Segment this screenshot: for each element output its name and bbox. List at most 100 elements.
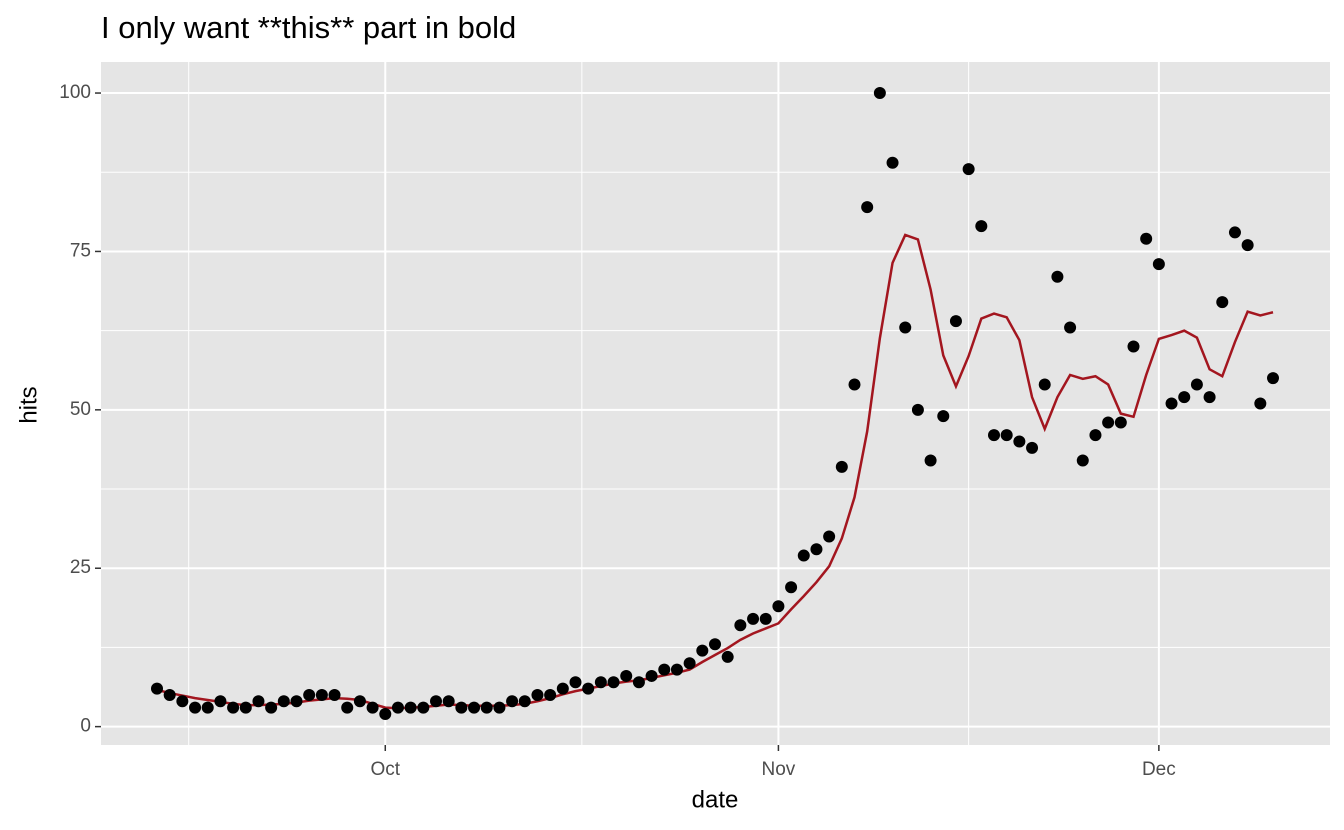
y-tick-label: 75 — [70, 240, 91, 261]
point — [886, 156, 899, 169]
point — [582, 682, 595, 695]
point — [480, 701, 493, 714]
point — [468, 701, 481, 714]
point — [645, 669, 658, 682]
point — [734, 619, 747, 632]
y-tick-label: 100 — [59, 82, 91, 103]
y-tick-label: 0 — [80, 716, 91, 737]
x-axis-title: date — [692, 786, 739, 813]
point — [1038, 378, 1051, 391]
point — [747, 612, 760, 625]
point — [1089, 429, 1102, 442]
point — [607, 676, 620, 689]
point — [696, 644, 709, 657]
point — [658, 663, 671, 676]
point — [1178, 391, 1191, 404]
point — [721, 650, 734, 663]
point — [797, 549, 810, 562]
point — [949, 315, 962, 328]
point — [1254, 397, 1267, 410]
point — [683, 657, 696, 670]
point — [353, 695, 366, 708]
point — [1267, 372, 1279, 385]
chart-title: I only want **this** part in bold — [101, 10, 516, 45]
point — [1064, 321, 1077, 334]
point — [201, 701, 214, 714]
point — [265, 701, 278, 714]
point — [531, 688, 544, 701]
point — [442, 695, 455, 708]
point — [1241, 239, 1254, 252]
point — [506, 695, 519, 708]
point — [391, 701, 404, 714]
point — [709, 638, 721, 651]
point — [988, 429, 1000, 442]
point — [873, 87, 886, 100]
point — [1127, 340, 1140, 353]
point — [772, 600, 785, 613]
point — [518, 695, 531, 708]
panel — [101, 62, 1330, 745]
point — [151, 682, 163, 695]
point — [430, 695, 442, 708]
y-tick-label: 25 — [70, 557, 91, 578]
point — [239, 701, 252, 714]
point — [227, 701, 240, 714]
y-tick-label: 50 — [70, 399, 91, 420]
point — [1076, 454, 1089, 467]
point — [620, 669, 633, 682]
point — [277, 695, 290, 708]
point — [594, 676, 607, 689]
point — [214, 695, 227, 708]
point — [962, 163, 975, 176]
point — [366, 701, 379, 714]
point — [810, 543, 823, 556]
point — [1026, 441, 1039, 454]
point — [899, 321, 912, 334]
point — [328, 688, 341, 701]
point — [632, 676, 645, 689]
point — [163, 688, 176, 701]
point — [670, 663, 683, 676]
point — [290, 695, 303, 708]
point — [1216, 296, 1229, 309]
x-tick-label: Oct — [370, 759, 400, 780]
point — [759, 612, 772, 625]
point — [404, 701, 417, 714]
point — [823, 530, 836, 543]
x-tick-label: Dec — [1142, 759, 1176, 780]
point — [569, 676, 582, 689]
point — [252, 695, 265, 708]
point — [924, 454, 937, 467]
point — [1203, 391, 1216, 404]
point — [861, 201, 874, 214]
point — [848, 378, 861, 391]
point — [785, 581, 798, 594]
point — [937, 410, 950, 423]
point — [1152, 258, 1165, 271]
x-tick-label: Nov — [762, 759, 796, 780]
point — [1228, 226, 1241, 239]
point — [341, 701, 354, 714]
point — [176, 695, 189, 708]
point — [417, 701, 430, 714]
point — [835, 460, 848, 473]
point — [556, 682, 569, 695]
y-axis-title: hits — [15, 386, 42, 423]
point — [975, 220, 988, 233]
point — [493, 701, 506, 714]
point — [189, 701, 202, 714]
point — [911, 403, 924, 416]
point — [303, 688, 316, 701]
point — [1140, 232, 1153, 245]
point — [1102, 416, 1115, 429]
point — [455, 701, 468, 714]
point — [1000, 429, 1013, 442]
trend-line — [156, 233, 1274, 710]
point — [1165, 397, 1178, 410]
point — [315, 688, 328, 701]
point — [379, 707, 392, 720]
point — [1114, 416, 1127, 429]
point — [1051, 270, 1064, 283]
